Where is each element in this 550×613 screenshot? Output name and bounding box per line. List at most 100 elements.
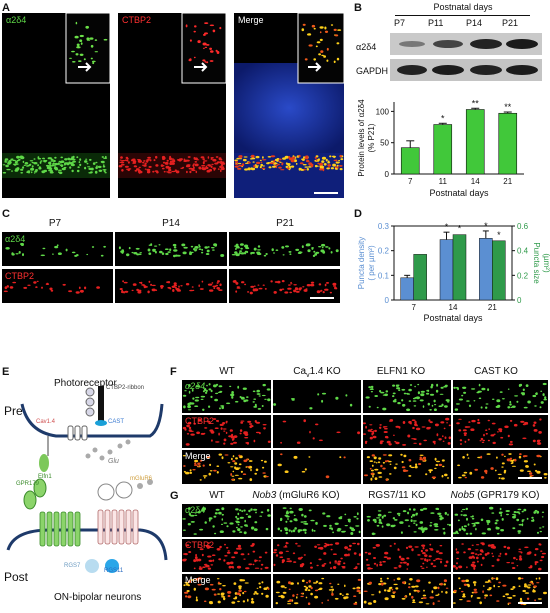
a-red-dot bbox=[216, 161, 221, 164]
f-m2-dot bbox=[213, 469, 217, 472]
a-green-dot bbox=[54, 167, 59, 171]
g-m2-dot bbox=[217, 581, 220, 584]
g-r-dot bbox=[224, 543, 226, 546]
a-merge2-dot bbox=[319, 168, 323, 171]
g-r-dot bbox=[529, 565, 533, 568]
f-m2-dot bbox=[242, 473, 247, 475]
f-g-dot bbox=[206, 384, 208, 387]
a-red-dot bbox=[219, 158, 223, 161]
f-r-dot bbox=[491, 422, 496, 425]
f-r-dot bbox=[470, 428, 475, 431]
f-m2-dot bbox=[231, 478, 235, 481]
c-g-dot bbox=[161, 252, 165, 255]
a-red-dot bbox=[133, 158, 136, 161]
f-g-dot bbox=[256, 391, 260, 393]
f-r-dot bbox=[507, 434, 510, 438]
g-r-dot bbox=[205, 564, 210, 568]
a-green-dot bbox=[89, 167, 93, 171]
a-green-dot bbox=[58, 160, 62, 163]
f-g-dot bbox=[487, 388, 490, 391]
a-ins-r-dot bbox=[209, 60, 214, 62]
g-m-dot bbox=[251, 597, 254, 601]
c-g-dot bbox=[253, 247, 257, 251]
g-r-dot bbox=[231, 556, 236, 559]
a-merge2-dot bbox=[247, 161, 251, 164]
a-merge2-dot bbox=[269, 162, 274, 165]
f-g-dot bbox=[431, 404, 434, 407]
g-m-dot bbox=[184, 582, 189, 584]
g-m2-dot bbox=[184, 591, 189, 594]
c-r-dot bbox=[62, 283, 66, 286]
a-merge-dot bbox=[285, 162, 288, 165]
a-ins-g-dot bbox=[74, 35, 79, 39]
g-g-dot bbox=[197, 511, 201, 514]
a-merge2-dot bbox=[237, 167, 242, 170]
a-red-dot bbox=[143, 160, 146, 162]
g-r-dot bbox=[456, 551, 460, 554]
a-ins-m-dot bbox=[326, 59, 329, 62]
f-g-dot bbox=[309, 407, 313, 410]
g-m-dot bbox=[422, 594, 427, 597]
g-g-dot bbox=[355, 525, 360, 527]
a-green-dot bbox=[40, 160, 43, 162]
g-m-dot bbox=[318, 582, 323, 585]
f-g-dot bbox=[401, 388, 406, 391]
b-header-line bbox=[395, 15, 530, 16]
f-g-dot bbox=[195, 385, 201, 388]
a-green-dot bbox=[72, 160, 76, 163]
g-g-dot bbox=[371, 532, 375, 536]
c-g-dot bbox=[91, 246, 95, 248]
g-g-dot bbox=[415, 512, 419, 515]
a-ins-g-dot bbox=[91, 60, 96, 63]
a-green-dot bbox=[35, 169, 38, 172]
g-r-dot bbox=[349, 544, 352, 548]
c-g-dot bbox=[128, 246, 131, 250]
g-r-dot bbox=[279, 556, 284, 558]
g-r-dot bbox=[364, 551, 368, 554]
a-green-dot bbox=[78, 161, 81, 164]
f-m-dot bbox=[393, 466, 397, 470]
f-g-dot bbox=[368, 405, 371, 408]
g-m2-dot bbox=[204, 587, 209, 591]
g-m2-dot bbox=[357, 578, 362, 581]
f-r-dot bbox=[188, 426, 192, 430]
g-m-dot bbox=[280, 585, 285, 588]
f-m2-dot bbox=[404, 469, 409, 472]
panel-a-micrographs bbox=[2, 12, 345, 198]
g-g-dot bbox=[300, 521, 304, 523]
c-g-dot bbox=[174, 254, 178, 257]
g-g-dot bbox=[500, 529, 504, 532]
f-r-dot bbox=[395, 441, 400, 445]
c-g-dot bbox=[245, 246, 249, 250]
a-red-dot bbox=[152, 170, 155, 173]
g-micrographs bbox=[182, 504, 548, 608]
a-merge-dot bbox=[244, 168, 249, 171]
c-g-dot bbox=[195, 249, 198, 251]
c-r-dot bbox=[250, 285, 255, 288]
g-g-dot bbox=[421, 526, 424, 528]
g-r-dot bbox=[335, 542, 340, 545]
g-g-dot bbox=[521, 523, 524, 527]
g-m-dot bbox=[458, 587, 461, 590]
g-r-dot bbox=[332, 553, 337, 555]
g-g-dot bbox=[301, 513, 304, 517]
panel-label-a: A bbox=[2, 2, 10, 14]
f-g-dot bbox=[397, 402, 401, 405]
a-green-dot bbox=[6, 168, 11, 171]
g-g-dot bbox=[182, 529, 186, 531]
g-r-dot bbox=[240, 553, 245, 556]
g-m-dot bbox=[303, 585, 307, 588]
f-g-dot bbox=[462, 386, 467, 389]
g-r-dot bbox=[264, 551, 268, 554]
f-g-dot bbox=[229, 385, 232, 388]
g-r-dot bbox=[226, 546, 229, 549]
f-g-dot bbox=[501, 398, 505, 400]
f-m2-dot bbox=[536, 454, 541, 458]
f-r-dot bbox=[208, 422, 211, 424]
g-g-dot bbox=[387, 511, 392, 513]
f-m-dot bbox=[254, 472, 257, 475]
a-ins-m-dot bbox=[323, 55, 326, 58]
f-m-dot bbox=[189, 469, 192, 472]
g-r-dot bbox=[421, 567, 425, 569]
a-merge-dot bbox=[288, 165, 291, 168]
